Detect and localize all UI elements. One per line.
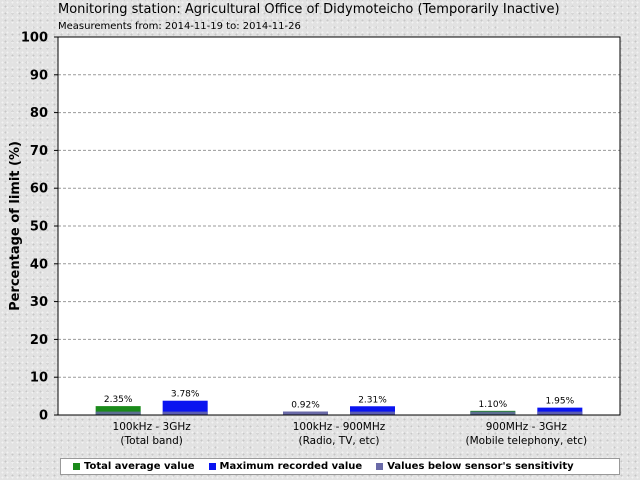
legend-label-maximum: Maximum recorded value [219, 461, 363, 472]
y-tick-label: 50 [30, 220, 48, 235]
bar-value-label: 1.10% [479, 400, 508, 410]
bar-value-label: 3.78% [171, 390, 200, 400]
y-tick-label: 100 [21, 31, 48, 46]
bar-value-label: 2.35% [104, 395, 133, 405]
y-tick-label: 40 [30, 257, 48, 272]
x-tick-label: 100kHz - 900MHz [293, 421, 386, 433]
legend-item-average: Total average value [73, 461, 195, 472]
y-tick-label: 90 [30, 68, 48, 83]
chart-title: Monitoring station: Agricultural Office … [58, 2, 560, 17]
chart-legend: Total average value Maximum recorded val… [60, 458, 620, 475]
legend-swatch-below-sensitivity [376, 463, 384, 470]
legend-label-average: Total average value [84, 461, 195, 472]
bar [95, 406, 141, 415]
y-tick-label: 0 [39, 409, 48, 424]
x-tick-label: 100kHz - 3GHz [113, 421, 192, 433]
plot-border [57, 36, 621, 416]
bar-value-label: 2.31% [358, 395, 387, 405]
legend-item-below-sensitivity: Values below sensor's sensitivity [376, 461, 574, 472]
x-tick-label: 900MHz - 3GHz [486, 421, 568, 433]
bar-sensitivity-segment [95, 411, 141, 415]
y-tick-label: 60 [30, 182, 48, 197]
legend-item-maximum: Maximum recorded value [208, 461, 363, 472]
bar-sensitivity-segment [283, 411, 328, 415]
x-tick-label: (Radio, TV, etc) [299, 435, 380, 447]
bar [162, 400, 208, 415]
bar-sensitivity-segment [162, 411, 208, 415]
bar-sensitivity-segment [470, 411, 516, 415]
legend-swatch-average [73, 463, 80, 470]
y-tick-label: 10 [30, 371, 48, 386]
y-tick-label: 30 [30, 295, 48, 310]
chart-subtitle: Measurements from: 2014-11-19 to: 2014-1… [58, 21, 301, 32]
bar [350, 406, 395, 415]
bar [537, 407, 583, 415]
bar-value-label: 1.95% [546, 397, 575, 407]
y-axis-label: Percentage of limit (%) [8, 141, 23, 311]
y-tick-label: 80 [30, 106, 48, 121]
bar-value-label: 0.92% [291, 401, 320, 411]
legend-swatch-maximum [208, 463, 216, 470]
bar-sensitivity-segment [350, 411, 395, 415]
y-tick-label: 20 [30, 333, 48, 348]
legend-label-below-sensitivity: Values below sensor's sensitivity [387, 461, 574, 472]
y-tick-label: 70 [30, 144, 48, 159]
x-tick-label: (Total band) [120, 435, 182, 447]
x-tick-label: (Mobile telephony, etc) [466, 435, 588, 447]
bar-sensitivity-segment [537, 411, 583, 415]
